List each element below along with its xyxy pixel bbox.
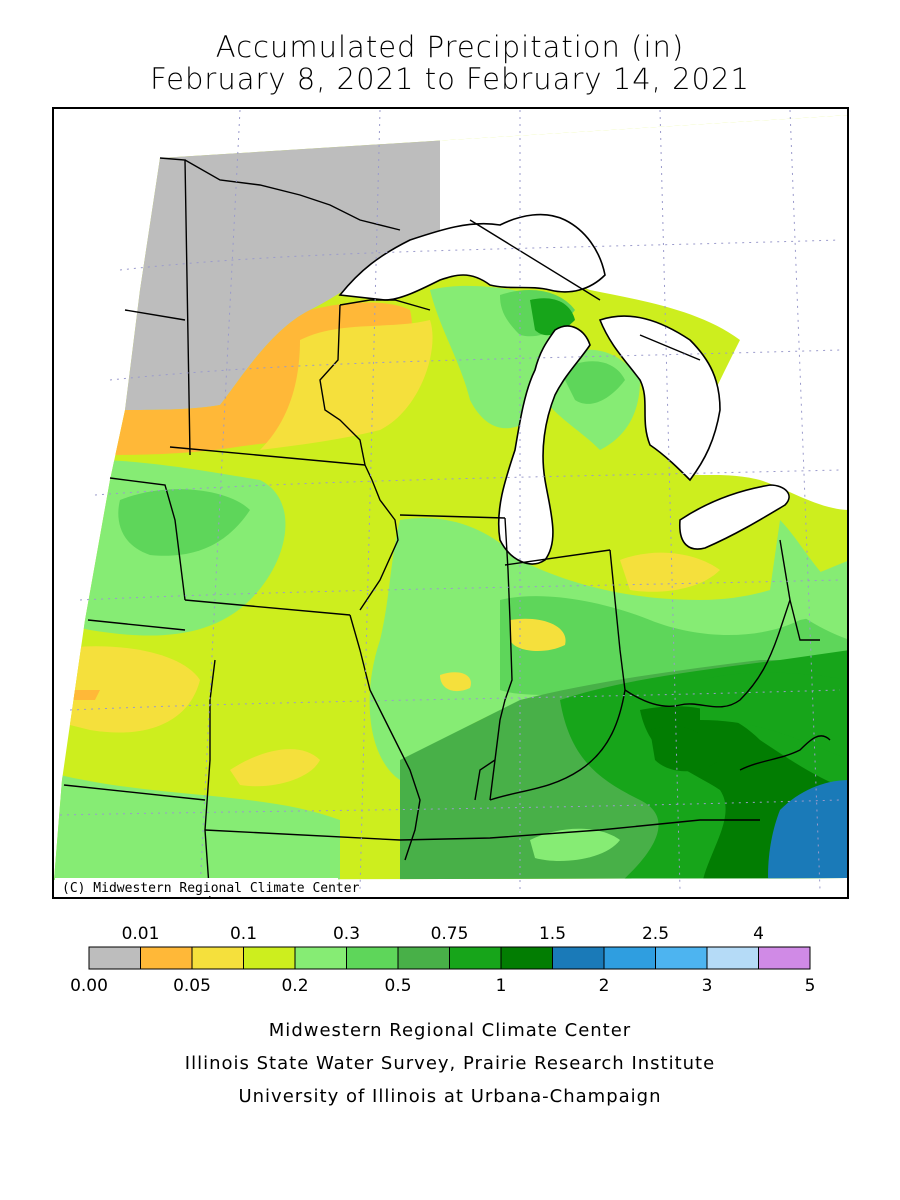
map-title: Accumulated Precipitation (in) (215, 30, 685, 64)
copyright-box (55, 878, 338, 896)
map-frame (52, 107, 849, 899)
legend-swatch (603, 946, 656, 970)
legend-upper-label: 0.01 (122, 924, 160, 944)
credit-line-3: University of Illinois at Urbana-Champai… (238, 1086, 662, 1107)
legend-swatch (397, 946, 450, 970)
legend-swatch (655, 946, 708, 970)
copyright-text: (C) Midwestern Regional Climate Center (62, 881, 360, 896)
lake-superior (338, 213, 606, 301)
legend-swatch (243, 946, 296, 970)
state-boundaries (63, 157, 831, 898)
legend-lower-label: 0.05 (173, 976, 211, 996)
map-subtitle: February 8, 2021 to February 14, 2021 (150, 62, 750, 96)
legend-swatch (449, 946, 502, 970)
legend-lower-label: 2 (599, 976, 610, 996)
legend-upper-label: 4 (753, 924, 764, 944)
legend-swatch (140, 946, 193, 970)
legend-upper-label: 1.5 (539, 924, 566, 944)
legend-lower-label: 5 (805, 976, 816, 996)
lake-michigan (497, 325, 591, 565)
legend-swatch (346, 946, 399, 970)
credit-line-2: Illinois State Water Survey, Prairie Res… (184, 1053, 716, 1074)
legend-upper-label: 0.1 (230, 924, 257, 944)
legend-lower-label: 0.2 (281, 976, 308, 996)
legend-swatch (191, 946, 244, 970)
legend-swatch (706, 946, 759, 970)
legend-lower-label: 3 (702, 976, 713, 996)
legend-swatch (758, 946, 811, 970)
lake-huron (598, 315, 721, 482)
legend-swatch (552, 946, 605, 970)
legend-lower-label: 0.5 (384, 976, 411, 996)
legend-upper-label: 2.5 (642, 924, 669, 944)
credit-line-1: Midwestern Regional Climate Center (268, 1020, 632, 1041)
legend-lower-label: 0.00 (70, 976, 108, 996)
great-lakes (338, 213, 790, 565)
legend-upper-label: 0.3 (333, 924, 360, 944)
legend-swatch (294, 946, 347, 970)
color-legend: 0.01 0.1 0.3 0.75 1.5 2.5 4 0.00 0.05 0.2 0.5 1 2 3 5 (70, 924, 815, 996)
legend-swatch (500, 946, 553, 970)
legend-upper-label: 0.75 (431, 924, 469, 944)
legend-lower-label: 1 (496, 976, 507, 996)
graticule (59, 109, 841, 891)
legend-swatch (88, 946, 141, 970)
lake-erie (679, 484, 790, 550)
